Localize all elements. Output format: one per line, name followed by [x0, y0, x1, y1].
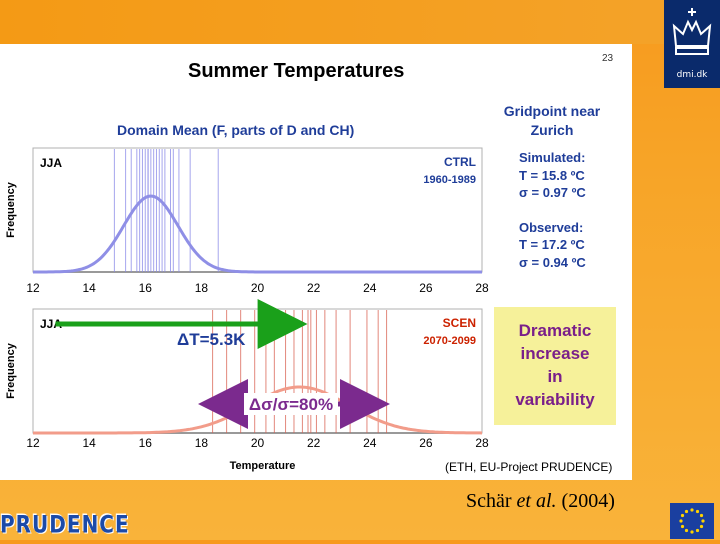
x-tick-label: 28: [475, 436, 489, 450]
dramatic-line-4: variability: [515, 390, 595, 409]
x-tick-label: 14: [82, 281, 96, 295]
x-tick-label: 26: [419, 281, 433, 295]
distribution-curve: [33, 194, 482, 274]
source-note: (ETH, EU-Project PRUDENCE): [445, 460, 612, 474]
domain-mean-heading: Domain Mean (F, parts of D and CH): [117, 122, 354, 138]
eu-star: [695, 528, 700, 533]
x-axis-label: Temperature: [230, 460, 296, 472]
dmi-logo-text: dmi.dk: [676, 70, 708, 80]
citation-year: (2004): [556, 490, 615, 512]
eu-star: [701, 519, 705, 523]
series-label: CTRL: [444, 155, 476, 169]
eu-star: [684, 509, 689, 514]
eu-star: [679, 519, 683, 523]
x-tick-label: 14: [82, 436, 96, 450]
chart-top: 12 14 16 18 20 22 24 26 28 Frequency JJA CTRL 1960-1…: [5, 147, 489, 295]
dramatic-line-1: Dramatic: [519, 321, 592, 340]
eu-star: [695, 509, 700, 514]
y-axis-label: Frequency: [5, 181, 17, 238]
citation-authors: Schär: [466, 490, 517, 512]
plot-area: [32, 147, 483, 273]
page-number: 23: [602, 53, 614, 64]
dramatic-line-3: in: [547, 367, 562, 386]
x-tick-label: 24: [363, 281, 377, 295]
x-tick-label: 18: [195, 281, 209, 295]
series-label: SCEN: [443, 316, 476, 330]
simulated-label: Simulated:: [519, 150, 585, 165]
season-label: JJA: [40, 317, 62, 331]
x-tick-label: 16: [139, 281, 153, 295]
observed-label: Observed:: [519, 220, 583, 235]
gridpoint-heading-2: Zurich: [531, 122, 574, 138]
header-stripe: [0, 0, 720, 44]
x-tick-label: 24: [363, 436, 377, 450]
x-tick-label: 28: [475, 281, 489, 295]
citation: Schär et al. (2004): [466, 490, 615, 513]
delta-sigma-label: Δσ/σ=80%: [249, 395, 333, 414]
crown-icon: [672, 8, 712, 55]
x-tick-label: 12: [26, 281, 40, 295]
eu-star: [680, 513, 685, 518]
x-tick-label: 22: [307, 281, 321, 295]
eu-star: [699, 513, 704, 518]
citation-etal: et al.: [516, 490, 557, 512]
chart-bottom: 12 14 16 18 20 22 24 26 28 Frequency JJA SCEN 2070-2…: [5, 299, 489, 472]
delta-t-label: ΔT=5.3K: [177, 330, 246, 349]
simulated-t: T = 15.8 ºC: [519, 168, 585, 183]
eu-flag-icon: [670, 503, 714, 539]
x-tick-label: 20: [251, 436, 265, 450]
observed-sigma: σ = 0.94 ºC: [519, 255, 586, 270]
y-axis-label: Frequency: [5, 342, 17, 399]
eu-star: [690, 508, 694, 512]
prudence-logo: PRUDENCE: [0, 509, 130, 539]
eu-star: [684, 528, 689, 533]
slide-panel: Summer Temperatures 23 Domain Mean (F, p…: [0, 44, 632, 480]
observed-t: T = 17.2 ºC: [519, 237, 585, 252]
x-tick-label: 26: [419, 436, 433, 450]
gridpoint-heading-1: Gridpoint near: [504, 103, 601, 119]
eu-star: [699, 524, 704, 529]
dramatic-box: [494, 307, 616, 425]
season-label: JJA: [40, 156, 62, 170]
eu-star: [680, 524, 685, 529]
dramatic-line-2: increase: [521, 344, 590, 363]
delta-sigma-bg: [244, 393, 338, 415]
eu-star: [690, 530, 694, 534]
x-tick-label: 16: [139, 436, 153, 450]
period-label: 2070-2099: [423, 335, 476, 347]
x-tick-label: 22: [307, 436, 321, 450]
dmi-logo: dmi.dk: [664, 0, 720, 88]
simulated-sigma: σ = 0.97 ºC: [519, 185, 586, 200]
figure: Summer Temperatures 23 Domain Mean (F, p…: [5, 53, 616, 474]
x-tick-label: 12: [26, 436, 40, 450]
x-tick-label: 18: [195, 436, 209, 450]
x-tick-label: 20: [251, 281, 265, 295]
period-label: 1960-1989: [423, 174, 476, 186]
slide-title: Summer Temperatures: [188, 60, 404, 82]
